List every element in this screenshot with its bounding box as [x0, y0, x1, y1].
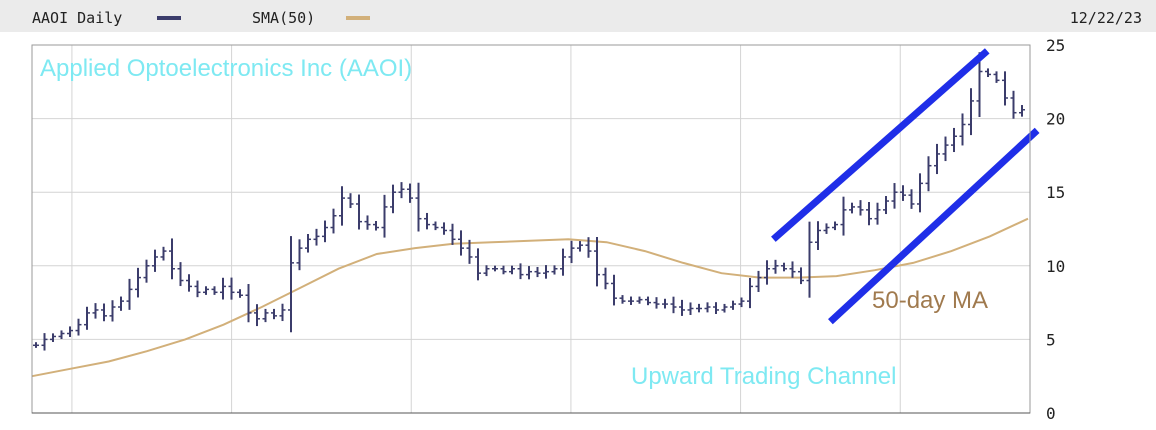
chart-title: Applied Optoelectronics Inc (AAOI) — [40, 55, 412, 82]
legend-price-swatch — [157, 16, 181, 20]
legend-sma-label: SMA(50) — [252, 9, 315, 27]
trading-channel — [771, 48, 1040, 325]
channel-lower-line — [828, 127, 1040, 325]
header-bar — [0, 0, 1156, 32]
y-tick-label: 10 — [1046, 257, 1065, 276]
chart-date: 12/22/23 — [1070, 9, 1142, 27]
ma-annotation: 50-day MA — [872, 287, 988, 314]
legend-sma-swatch — [346, 16, 370, 20]
y-axis: 0 5 10 15 20 25 — [1046, 36, 1065, 423]
y-tick-label: 20 — [1046, 110, 1065, 129]
grid — [32, 45, 1030, 413]
y-tick-label: 25 — [1046, 36, 1065, 55]
channel-annotation: Upward Trading Channel — [631, 363, 897, 390]
plot-frame — [31, 44, 1031, 414]
legend-price-label: AAOI Daily — [32, 9, 122, 27]
y-tick-label: 15 — [1046, 183, 1065, 202]
y-tick-label: 0 — [1046, 404, 1056, 423]
sma-series — [31, 217, 1029, 378]
price-series — [33, 52, 1025, 351]
sma-line — [31, 217, 1029, 378]
y-tick-label: 5 — [1046, 330, 1056, 349]
channel-upper-line — [771, 48, 990, 242]
